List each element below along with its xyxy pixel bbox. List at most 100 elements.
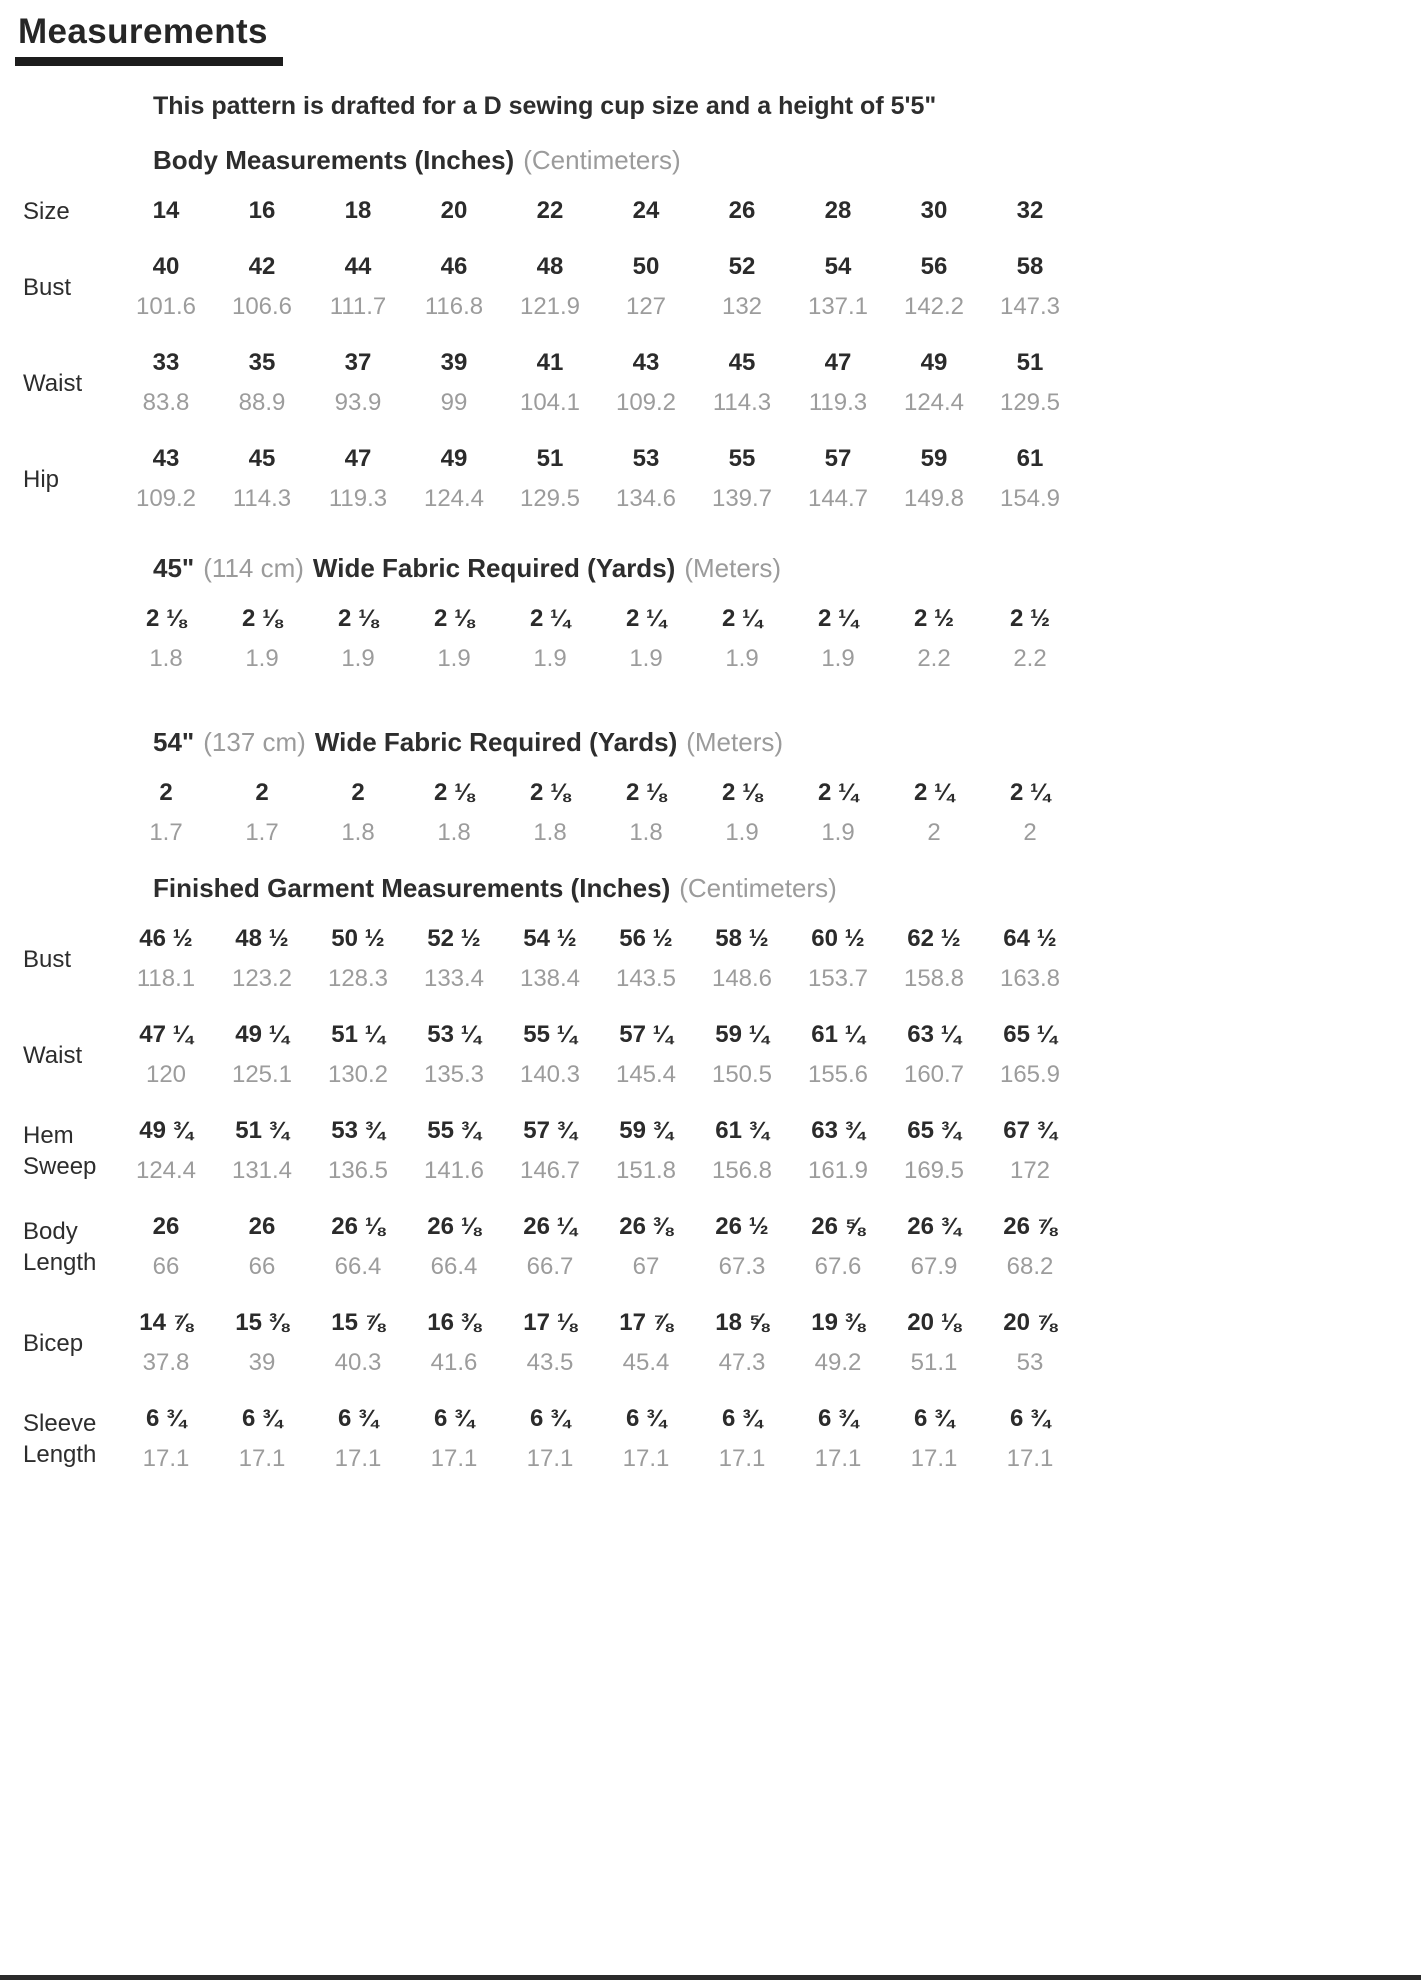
secondary-value: 156.8 xyxy=(711,1157,773,1184)
value-cell: 26 ½ 67.3 xyxy=(694,1207,790,1287)
value-cell: 51 ¾ 131.4 xyxy=(214,1111,310,1191)
primary-value: 2 xyxy=(255,779,269,806)
secondary-value: 66.4 xyxy=(334,1253,382,1280)
primary-value: 2 ¼ xyxy=(817,605,859,632)
pattern-draft-note: This pattern is drafted for a D sewing c… xyxy=(153,92,937,120)
value-cell: 57 ¼ 145.4 xyxy=(598,1015,694,1095)
value-cell: 53 134.6 xyxy=(598,439,694,519)
primary-value: 2 ⅛ xyxy=(241,605,283,632)
primary-value: 35 xyxy=(248,349,276,376)
primary-value: 58 xyxy=(1016,253,1044,280)
secondary-value: 154.9 xyxy=(999,485,1061,512)
secondary-value: 17.1 xyxy=(1006,1445,1054,1472)
heading-segment: (Centimeters) xyxy=(523,145,681,175)
value-cell: 17 ⅞ 45.4 xyxy=(598,1303,694,1383)
primary-value: 56 ½ xyxy=(619,925,673,952)
secondary-value: 124.4 xyxy=(423,485,485,512)
secondary-value: 43.5 xyxy=(526,1349,574,1376)
primary-value: 59 xyxy=(920,445,948,472)
primary-value: 17 ⅞ xyxy=(619,1309,673,1336)
primary-value: 47 xyxy=(344,445,372,472)
secondary-value: 127 xyxy=(625,293,667,320)
bottom-rule xyxy=(0,1975,1421,1980)
secondary-value: 67.6 xyxy=(814,1253,862,1280)
secondary-value: 41.6 xyxy=(430,1349,478,1376)
value-cell: 15 ⅜ 39 xyxy=(214,1303,310,1383)
primary-value: 63 ¾ xyxy=(811,1117,865,1144)
value-cell: 18 ⅝ 47.3 xyxy=(694,1303,790,1383)
secondary-value: 1.7 xyxy=(245,819,279,846)
primary-value: 18 ⅝ xyxy=(715,1309,769,1336)
primary-value: 44 xyxy=(344,253,372,280)
table-row: Bust 46 ½ 118.1 48 ½ 123.2 50 ½ 128.3 52 ½ 133.4… xyxy=(18,919,1401,999)
primary-value: 55 ¾ xyxy=(427,1117,481,1144)
secondary-value: 1.9 xyxy=(341,645,375,672)
secondary-value: 106.6 xyxy=(231,293,293,320)
primary-value: 49 xyxy=(440,445,468,472)
primary-value: 39 xyxy=(440,349,468,376)
value-cell: 26 ¼ 66.7 xyxy=(502,1207,598,1287)
primary-value: 20 ⅞ xyxy=(1003,1309,1057,1336)
primary-value: 18 xyxy=(344,197,372,224)
primary-value: 2 ⅛ xyxy=(433,779,475,806)
value-cell: 49 ¾ 124.4 xyxy=(118,1111,214,1191)
primary-value: 42 xyxy=(248,253,276,280)
value-cell: 65 ¼ 165.9 xyxy=(982,1015,1078,1095)
primary-value: 51 xyxy=(536,445,564,472)
value-cell: 64 ½ 163.8 xyxy=(982,919,1078,999)
primary-value: 26 xyxy=(152,1213,180,1240)
secondary-value: 66.4 xyxy=(430,1253,478,1280)
primary-value: 2 ¼ xyxy=(1009,779,1051,806)
value-cell: 30 xyxy=(886,191,982,231)
secondary-value: 39 xyxy=(248,1349,276,1376)
value-cell: 6 ¾ 17.1 xyxy=(310,1399,406,1479)
secondary-value: 67 xyxy=(632,1253,660,1280)
primary-value: 20 ⅛ xyxy=(907,1309,961,1336)
primary-value: 2 ¼ xyxy=(625,605,667,632)
primary-value: 2 ⅛ xyxy=(433,605,475,632)
table-row: Bust 40 101.6 42 106.6 44 111.7 46 116.8 48 121.9 5… xyxy=(18,247,1401,327)
value-cell: 57 ¾ 146.7 xyxy=(502,1111,598,1191)
primary-value: 26 xyxy=(728,197,756,224)
secondary-value: 1.9 xyxy=(245,645,279,672)
secondary-value: 139.7 xyxy=(711,485,773,512)
primary-value: 46 xyxy=(440,253,468,280)
primary-value: 53 ¼ xyxy=(427,1021,481,1048)
primary-value: 2 ¼ xyxy=(529,605,571,632)
primary-value: 14 ⅞ xyxy=(139,1309,193,1336)
value-cell: 2 ½ 2.2 xyxy=(886,599,982,679)
heading-segment: (Centimeters) xyxy=(679,873,837,903)
primary-value: 20 xyxy=(440,197,468,224)
value-cell: 53 ¾ 136.5 xyxy=(310,1111,406,1191)
value-cell: 2 ⅛ 1.8 xyxy=(406,773,502,853)
primary-value: 45 xyxy=(248,445,276,472)
primary-value: 61 ¼ xyxy=(811,1021,865,1048)
secondary-value: 17.1 xyxy=(910,1445,958,1472)
secondary-value: 129.5 xyxy=(999,389,1061,416)
primary-value: 37 xyxy=(344,349,372,376)
secondary-value: 88.9 xyxy=(238,389,286,416)
value-cell: 56 ½ 143.5 xyxy=(598,919,694,999)
value-cell: 59 ¾ 151.8 xyxy=(598,1111,694,1191)
primary-value: 28 xyxy=(824,197,852,224)
secondary-value: 66 xyxy=(248,1253,276,1280)
primary-value: 61 ¾ xyxy=(715,1117,769,1144)
table-row: Hip 43 109.2 45 114.3 47 119.3 49 124.4 51 129.5 53… xyxy=(18,439,1401,519)
secondary-value: 146.7 xyxy=(519,1157,581,1184)
secondary-value: 1.8 xyxy=(341,819,375,846)
secondary-value: 148.6 xyxy=(711,965,773,992)
primary-value: 53 xyxy=(632,445,660,472)
secondary-value: 1.9 xyxy=(725,819,759,846)
secondary-value: 158.8 xyxy=(903,965,965,992)
value-cell: 55 139.7 xyxy=(694,439,790,519)
value-cell: 2 ¼ 1.9 xyxy=(502,599,598,679)
primary-value: 49 xyxy=(920,349,948,376)
heading-segment: (137 cm) xyxy=(203,727,306,757)
value-cell: 2 ⅛ 1.9 xyxy=(694,773,790,853)
secondary-value: 1.9 xyxy=(725,645,759,672)
secondary-value: 17.1 xyxy=(622,1445,670,1472)
value-cell: 51 129.5 xyxy=(502,439,598,519)
secondary-value: 1.8 xyxy=(533,819,567,846)
value-cell: 50 127 xyxy=(598,247,694,327)
